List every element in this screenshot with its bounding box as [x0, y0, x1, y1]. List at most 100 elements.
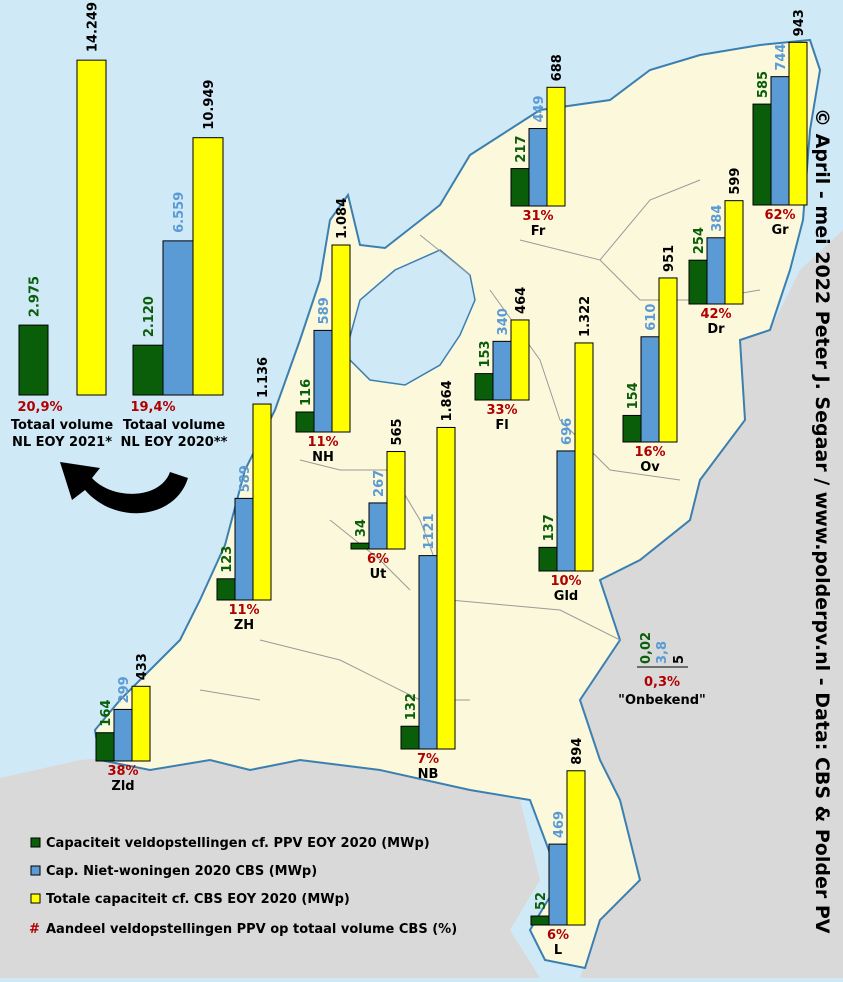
- unknown-block: 0,02 3,8 5 0,3% "Onbekend": [618, 632, 706, 708]
- province-ov-bar-field: [622, 414, 642, 443]
- belgium-land: [0, 740, 540, 978]
- legend-label-nonres: Cap. Niet-woningen 2020 CBS (MWp): [46, 864, 317, 879]
- province-zld-code: Zld: [111, 779, 134, 794]
- province-gld-value-field: 137: [542, 514, 557, 541]
- province-ov-code: Ov: [640, 460, 660, 475]
- province-zld-bar-nonres: [113, 708, 133, 762]
- province-nb-code: NB: [418, 767, 439, 782]
- province-ut-code: Ut: [370, 567, 387, 582]
- province-fr-bar-field: [510, 168, 530, 207]
- province-ut-value-nonres: 267: [372, 470, 387, 497]
- total-2-bar-field: [132, 344, 164, 396]
- province-fr-value-field: 217: [514, 135, 529, 162]
- unknown-value-field: 0,02: [639, 632, 654, 664]
- province-gld-value-nonres: 696: [560, 418, 575, 445]
- ijsselmeer-water: [344, 249, 476, 386]
- province-gr-value-total: 943: [792, 9, 807, 36]
- province-fr-value-total: 688: [550, 54, 565, 81]
- province-fr-bar-nonres: [528, 128, 548, 207]
- province-l-value-nonres: 469: [552, 811, 567, 838]
- total-2-label-line1: Totaal volume: [123, 418, 225, 433]
- province-fl-value-field: 153: [478, 340, 493, 367]
- neighbouring-land: [580, 230, 843, 978]
- province-ov-bar-nonres: [640, 336, 660, 443]
- province-fr-code: Fr: [531, 224, 546, 239]
- province-ov-bar-total: [658, 277, 678, 443]
- province-nb-bar-total: [436, 426, 456, 750]
- legend-swatch-field: [30, 837, 41, 848]
- total-1-bar-field: [18, 324, 49, 396]
- province-fl-code: Fl: [495, 418, 508, 433]
- province-nh-bar-nonres: [313, 329, 333, 433]
- total-1-share: 20,9%: [17, 400, 62, 415]
- total-2-label-line2: NL EOY 2020**: [121, 435, 228, 450]
- province-nh-bar-field: [295, 411, 315, 433]
- province-gr-value-nonres: 744: [774, 44, 789, 71]
- province-zh-bar-nonres: [234, 497, 254, 601]
- province-l-code: L: [554, 943, 562, 958]
- province-dr-value-nonres: 384: [710, 205, 725, 232]
- total-2-share: 19,4%: [130, 400, 175, 415]
- province-l-bar-total: [566, 770, 586, 926]
- total-1-value-field: 2.975: [28, 276, 43, 317]
- province-zh-code: ZH: [234, 618, 254, 633]
- province-gld-share: 10%: [550, 574, 581, 589]
- province-fr-share: 31%: [522, 209, 553, 224]
- province-zld-share: 38%: [107, 764, 138, 779]
- province-fl-value-total: 464: [514, 287, 529, 314]
- province-ut-bar-field: [350, 542, 370, 550]
- province-nh-value-field: 116: [299, 379, 314, 406]
- province-ut-bar-total: [386, 451, 406, 550]
- province-gr-bar-field: [752, 103, 772, 206]
- curved-arrow: [60, 462, 188, 514]
- province-dr-value-field: 254: [692, 227, 707, 254]
- province-ov-value-nonres: 610: [644, 304, 659, 331]
- province-ov-share: 16%: [634, 445, 665, 460]
- province-nh-share: 11%: [307, 435, 338, 450]
- province-gr-share: 62%: [764, 208, 795, 223]
- province-nb-bar-field: [400, 725, 420, 750]
- province-nb-value-field: 132: [404, 693, 419, 720]
- province-zh-value-nonres: 589: [238, 465, 253, 492]
- province-nb-bar-nonres: [418, 555, 438, 750]
- province-dr-bar-nonres: [706, 237, 726, 305]
- province-nb-value-nonres: 1121: [422, 513, 437, 549]
- province-nh-value-total: 1.084: [335, 198, 350, 239]
- province-zld-value-total: 433: [135, 653, 150, 680]
- province-fl-bar-field: [474, 373, 494, 401]
- unknown-label: "Onbekend": [618, 693, 706, 708]
- province-l-value-total: 894: [570, 738, 585, 765]
- province-l-value-field: 52: [534, 892, 549, 910]
- province-ut-share: 6%: [367, 552, 389, 567]
- province-fl-value-nonres: 340: [496, 308, 511, 335]
- legend-label-total: Totale capaciteit cf. CBS EOY 2020 (MWp): [46, 892, 350, 907]
- province-zh-value-total: 1.136: [256, 357, 271, 398]
- province-nh-bar-total: [331, 244, 351, 433]
- province-dr-value-total: 599: [728, 168, 743, 195]
- legend-share-marker: #: [29, 922, 40, 937]
- province-gr-bar-total: [788, 41, 808, 206]
- unknown-share: 0,3%: [644, 675, 680, 690]
- province-fl-bar-total: [510, 319, 530, 401]
- total-1-label-line1: Totaal volume: [11, 418, 113, 433]
- province-l-share: 6%: [547, 928, 569, 943]
- bars-layer: [18, 41, 808, 926]
- legend-label-share: Aandeel veldopstellingen PPV op totaal v…: [46, 922, 457, 937]
- province-l-bar-nonres: [548, 843, 568, 926]
- credit-text: © April - mei 2022 Peter J. Segaar / www…: [811, 108, 833, 934]
- province-ov-value-field: 154: [626, 382, 641, 409]
- province-gr-code: Gr: [771, 223, 789, 238]
- province-dr-bar-field: [688, 259, 708, 305]
- province-gr-value-field: 585: [756, 71, 771, 98]
- province-zld-bar-total: [131, 685, 151, 762]
- province-ut-value-field: 34: [354, 519, 369, 537]
- total-2-bar-nonres: [162, 240, 194, 396]
- total-2-value-field: 2.120: [142, 296, 157, 337]
- province-ov-value-total: 951: [662, 245, 677, 272]
- province-gld-bar-total: [574, 342, 594, 572]
- legend-swatch-total: [30, 893, 41, 904]
- province-ut-bar-nonres: [368, 502, 388, 550]
- province-nh-value-nonres: 589: [317, 297, 332, 324]
- province-zld-bar-field: [95, 732, 115, 762]
